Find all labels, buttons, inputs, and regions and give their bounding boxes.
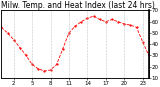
Text: Milw. Temp. and Heat Index (last 24 hrs): Milw. Temp. and Heat Index (last 24 hrs) [1,1,155,10]
